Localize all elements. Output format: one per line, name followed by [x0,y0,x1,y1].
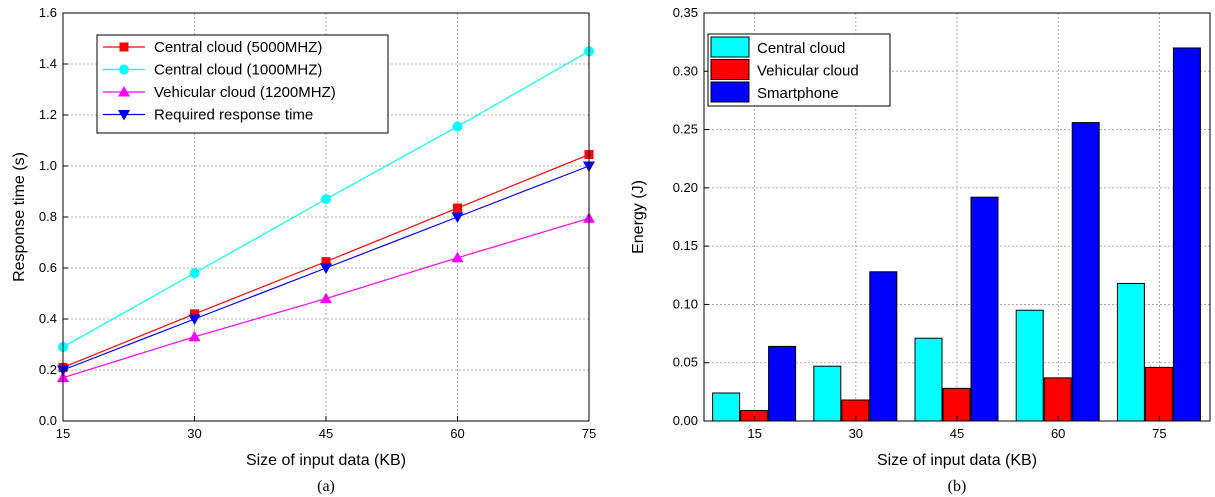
data-point-3-2 [320,263,332,274]
y-tick-label: 0.0 [39,413,57,428]
legend-label-1: Vehicular cloud [757,63,859,80]
bar-0-4 [1116,282,1145,422]
y-tick-label: 1.4 [39,56,57,71]
axis-ticks: 15 30 45 60 75 0.00 0.05 0.10 0.15 0.20 0.25 0.30 0.… [673,5,1167,441]
plot-series [57,46,595,383]
y-axis-label: Response time (s) [11,152,28,282]
x-tick-label: 75 [582,426,596,441]
bar-2-2 [970,196,999,422]
y-tick-label: 0.35 [673,5,698,20]
y-tick-label: 0.20 [673,180,698,195]
x-tick-label: 30 [849,426,863,441]
data-point-3-3 [451,212,464,223]
legend-label-3: Required response time [154,107,313,124]
bar-0-0 [712,392,741,422]
bar-2-3 [1071,122,1100,422]
y-tick-label: 1.2 [39,107,57,122]
y-tick-label: 0.30 [673,63,698,78]
y-tick-label: 0.05 [673,355,698,370]
y-tick-label: 0.25 [673,122,698,137]
y-tick-label: 0.2 [39,362,57,377]
line-chart-response-time: 15 30 45 60 75 0.0 0.2 0.4 0.6 0.8 1.0 1.2 1.4 1.6 Si… [11,5,596,495]
y-tick-label: 1.0 [39,158,57,173]
bar-1-3 [1043,377,1072,422]
legend-marker-0 [119,42,129,52]
legend: Central cloud (5000MHZ) Central cloud (10… [96,34,389,134]
data-point-2-2 [320,292,332,304]
bar-2-4 [1172,47,1201,422]
data-point-0-2 [321,257,331,267]
y-tick-label: 0.8 [39,209,57,224]
x-tick-label: 60 [450,426,464,441]
y-tick-label: 0.00 [673,413,698,428]
data-point-1-1 [189,268,200,279]
bar-chart-energy: 15 30 45 60 75 0.00 0.05 0.10 0.15 0.20 0.25 0.30 0.… [630,5,1211,495]
y-tick-label: 1.6 [39,5,57,20]
bar-1-2 [942,387,971,422]
x-axis-label: Size of input data (KB) [246,452,406,469]
legend-label-2: Smartphone [757,85,839,102]
y-tick-label: 0.6 [39,260,57,275]
legend-label-2: Vehicular cloud (1200MHZ) [154,84,336,101]
caption: (a) [317,478,335,495]
x-tick-label: 30 [187,426,201,441]
axis-ticks: 15 30 45 60 75 0.0 0.2 0.4 0.6 0.8 1.0 1.2 1.4 1.6 [39,5,596,441]
x-tick-label: 15 [747,426,761,441]
legend-marker-3 [118,110,130,121]
bars [712,47,1201,422]
legend-marker-1 [119,64,129,75]
x-tick-label: 75 [1152,426,1166,441]
caption: (b) [948,478,967,495]
legend-swatch-2 [710,81,750,103]
bar-0-1 [813,365,842,422]
x-tick-label: 45 [319,426,333,441]
y-tick-label: 0.15 [673,238,698,253]
legend-swatch-1 [710,59,750,80]
data-point-2-3 [451,251,464,263]
bar-1-4 [1144,366,1173,422]
data-point-1-3 [452,121,463,132]
data-point-2-1 [188,330,201,342]
y-tick-label: 0.10 [673,296,698,311]
y-tick-label: 0.4 [39,311,57,326]
legend-label-1: Central cloud (1000MHZ) [154,62,322,79]
legend-marker-2 [118,86,130,97]
data-point-0-1 [190,309,199,319]
bar-2-0 [768,345,797,422]
data-point-0-3 [453,203,462,213]
x-tick-label: 15 [56,426,70,441]
legend-swatch-0 [710,36,750,58]
data-point-3-1 [188,314,201,325]
legend-box [96,34,389,134]
y-axis-label: Energy (J) [630,180,647,254]
x-axis-label: Size of input data (KB) [877,452,1037,469]
bar-0-2 [914,337,943,422]
legend-label-0: Central cloud (5000MHZ) [154,39,322,56]
bar-0-3 [1015,309,1044,422]
legend-label-0: Central cloud [757,40,845,57]
x-tick-label: 60 [1051,426,1065,441]
bar-2-1 [869,271,898,422]
legend: Central cloud Vehicular cloud Smartphone [707,33,891,107]
x-tick-label: 45 [950,426,964,441]
data-point-1-2 [321,194,331,205]
